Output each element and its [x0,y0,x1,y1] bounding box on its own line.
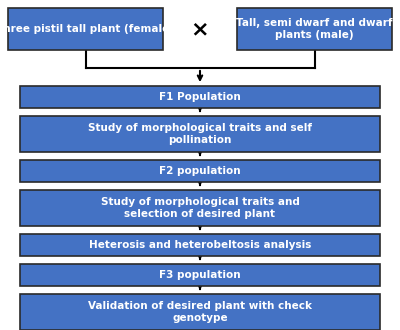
Bar [20,264,380,286]
Bar [20,86,380,108]
Text: Heterosis and heterobeltosis analysis: Heterosis and heterobeltosis analysis [89,240,311,250]
Text: Tall, semi dwarf and dwarf
plants (male): Tall, semi dwarf and dwarf plants (male) [236,18,393,40]
Bar [20,160,380,182]
Bar [237,8,392,50]
Text: ×: × [191,19,209,39]
Bar [20,294,380,330]
Text: Three pistil tall plant (female): Three pistil tall plant (female) [0,24,174,34]
Text: Validation of desired plant with check
genotype: Validation of desired plant with check g… [88,301,312,323]
Bar [20,190,380,226]
Bar [20,116,380,152]
Bar [8,8,163,50]
Text: Study of morphological traits and
selection of desired plant: Study of morphological traits and select… [100,197,300,219]
Text: F2 population: F2 population [159,166,241,176]
Bar [20,234,380,256]
Text: Study of morphological traits and self
pollination: Study of morphological traits and self p… [88,123,312,145]
Text: F1 Population: F1 Population [159,92,241,102]
Text: F3 population: F3 population [159,270,241,280]
